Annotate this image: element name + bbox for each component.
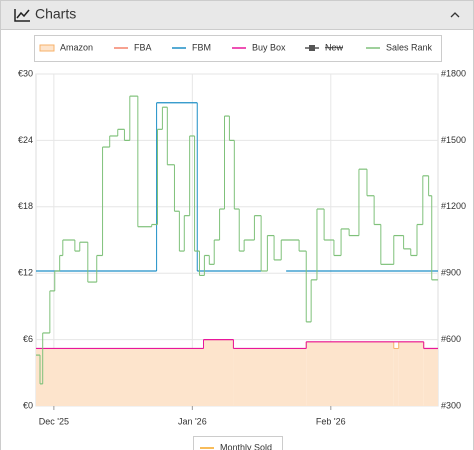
y-tick-label: €0: [23, 400, 33, 410]
legend-label[interactable]: Buy Box: [252, 42, 286, 52]
panel-header[interactable]: [0, 0, 474, 30]
area-segment: [398, 341, 424, 406]
series-5: [36, 95, 438, 385]
y-tick-label: €18: [18, 201, 33, 211]
y-tick-label: €12: [18, 268, 33, 278]
area-segment: [36, 348, 204, 406]
legend-label[interactable]: New: [325, 42, 344, 52]
y2-tick-label: #300: [441, 400, 461, 410]
legend-label[interactable]: Monthly Sold: [220, 442, 272, 450]
y-tick-label: €30: [18, 68, 33, 78]
area-segment: [233, 348, 307, 406]
legend-label[interactable]: FBM: [192, 42, 211, 52]
y2-tick-label: #1800: [441, 68, 466, 78]
panel-title: Charts: [35, 6, 76, 22]
legend-label[interactable]: FBA: [134, 42, 152, 52]
x-tick-label: Feb '26: [316, 416, 346, 426]
x-tick-label: Jan '26: [178, 416, 207, 426]
chart-icon: [14, 9, 30, 22]
y2-tick-label: #900: [441, 268, 461, 278]
legend-label[interactable]: Amazon: [60, 42, 93, 52]
legend-swatch: [39, 44, 55, 52]
area-segment: [423, 348, 438, 406]
legend-label[interactable]: Sales Rank: [386, 42, 433, 52]
y-tick-label: €6: [23, 334, 33, 344]
y2-tick-label: #600: [441, 334, 461, 344]
area-segment: [203, 339, 234, 406]
legend-marker: [309, 45, 315, 51]
collapse-caret[interactable]: [450, 12, 460, 18]
series-3: [36, 339, 438, 350]
x-tick-label: Dec '25: [39, 416, 69, 426]
series-0: [36, 339, 438, 406]
y-tick-label: €24: [18, 135, 33, 145]
monthly-legend-box: [193, 436, 283, 450]
area-segment: [306, 341, 394, 406]
y2-tick-label: #1200: [441, 201, 466, 211]
y2-tick-label: #1500: [441, 135, 466, 145]
area-segment: [393, 348, 399, 406]
